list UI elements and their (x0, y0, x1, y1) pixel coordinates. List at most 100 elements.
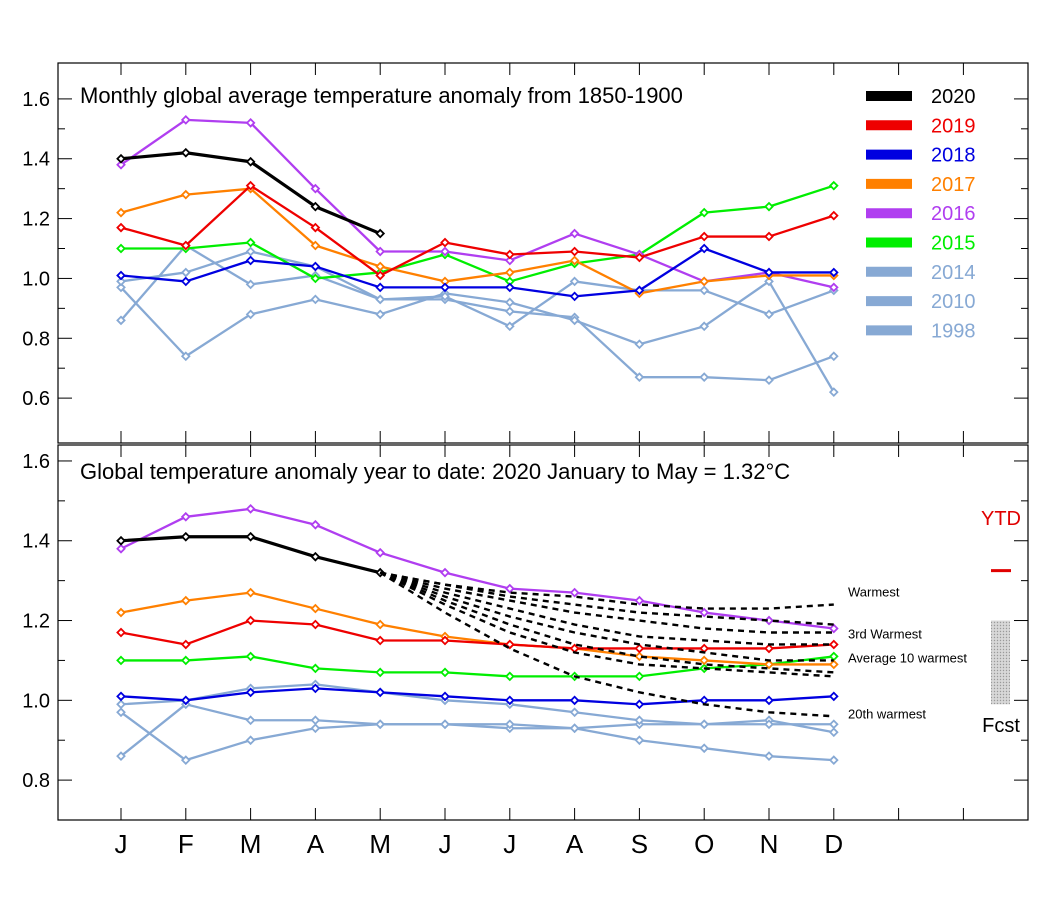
month-label: S (631, 829, 648, 859)
top-panel-frame (57, 62, 1029, 444)
top-series-line-2016 (120, 118, 835, 289)
top-point-2019 (375, 270, 386, 281)
bottom-point-2015 (310, 663, 321, 674)
top-point-2018 (504, 282, 515, 293)
bottom-point-2017 (375, 619, 386, 630)
bottom-point-2015 (180, 655, 191, 666)
projection-line (379, 571, 834, 718)
legend-label-2015: 2015 (931, 233, 976, 255)
bottom-point-2016 (245, 503, 256, 514)
top-point-2018 (634, 285, 645, 296)
bottom-point-2016 (699, 607, 710, 618)
top-point-2018 (699, 243, 710, 254)
bottom-point-2019 (634, 643, 645, 654)
top-point-2014 (180, 267, 191, 278)
month-label: A (566, 829, 584, 859)
legend-label-2019: 2019 (931, 115, 976, 137)
bottom-point-2014 (569, 707, 580, 718)
top-series-line-2010 (120, 280, 835, 393)
month-label: O (694, 829, 714, 859)
top-point-2010 (699, 321, 710, 332)
top-point-2019 (569, 246, 580, 257)
bottom-point-2015 (440, 667, 450, 678)
projection-line (379, 571, 834, 678)
bottom-point-2018 (375, 687, 386, 698)
top-point-2017 (504, 267, 515, 278)
top-point-2014 (440, 291, 450, 302)
bottom-panel-frame (57, 444, 1029, 821)
bottom-point-2017 (764, 659, 774, 670)
bottom-point-2018 (828, 691, 839, 702)
top-point-2019 (180, 240, 191, 251)
top-point-2019 (634, 252, 645, 263)
bottom-series-lines (116, 503, 839, 766)
top-ytick-label: 1.4 (22, 149, 50, 171)
top-point-2015 (699, 207, 710, 218)
top-point-2020 (375, 228, 386, 239)
bottom-point-2010 (310, 723, 321, 734)
projection-label: Warmest (848, 585, 900, 600)
bottom-point-2010 (828, 755, 839, 766)
bottom-point-2017 (310, 603, 321, 614)
top-point-2019 (245, 180, 256, 191)
month-label: A (307, 829, 325, 859)
bottom-point-1998 (828, 727, 839, 738)
top-point-2014 (569, 276, 580, 287)
projection-label: 3rd Warmest (848, 627, 922, 642)
bottom-ytick-label: 1.0 (22, 690, 50, 712)
top-point-2018 (569, 291, 580, 302)
projection-lines: Warmest 3rd Warmest Average 10 warmest 20th… (379, 571, 967, 721)
bottom-series-line-2016 (120, 507, 834, 630)
bottom-point-2016 (116, 543, 126, 554)
top-point-2010 (634, 339, 645, 350)
bottom-point-2015 (375, 667, 386, 678)
top-point-2015 (828, 180, 839, 191)
top-point-2020 (245, 156, 256, 167)
bottom-point-2019 (245, 615, 256, 626)
top-series-line-2015 (121, 184, 835, 283)
top-ytick-label: 1.6 (22, 89, 50, 111)
bottom-point-2010 (245, 735, 256, 746)
bottom-series-line-2010 (120, 711, 834, 762)
top-point-2019 (116, 222, 126, 233)
legend-label-2020: 2020 (931, 86, 976, 108)
top-series-lines (116, 114, 839, 398)
top-point-2017 (116, 207, 126, 218)
top-point-2019 (310, 222, 321, 233)
top-axis-ticks: 0.6 0.8 1.0 1.2 1.4 1.6 (22, 63, 1028, 443)
bottom-point-2018 (116, 691, 126, 702)
top-point-2017 (180, 189, 191, 200)
top-point-2017 (569, 255, 580, 266)
bottom-point-2017 (245, 587, 256, 598)
top-point-2018 (310, 261, 321, 272)
bottom-point-2017 (180, 595, 191, 606)
projection-line (379, 571, 834, 634)
bottom-point-2018 (245, 687, 256, 698)
top-point-2010 (504, 297, 515, 308)
top-point-1998 (764, 375, 774, 386)
legend: 2020 2019 2018 2017 2016 2015 2014 2010 1998 (866, 86, 976, 342)
bottom-axis-ticks: 0.8 1.0 1.2 1.4 1.6 (22, 445, 1028, 820)
bottom-point-2010 (116, 707, 126, 718)
bottom-point-2019 (440, 635, 450, 646)
top-point-2019 (828, 210, 839, 221)
top-series-line-2017 (120, 187, 834, 295)
top-point-2010 (569, 315, 580, 326)
top-point-1998 (699, 372, 710, 383)
top-point-2018 (440, 282, 450, 293)
projection-label: Average 10 warmest (848, 650, 967, 665)
top-point-2016 (504, 255, 515, 266)
bottom-point-2019 (504, 639, 515, 650)
bottom-point-2017 (634, 651, 645, 662)
top-point-1998 (634, 372, 645, 383)
top-point-2010 (310, 294, 321, 305)
top-series-line-2018 (120, 247, 834, 298)
top-point-1998 (828, 351, 839, 362)
bottom-point-2010 (764, 751, 774, 762)
bottom-point-2019 (180, 639, 191, 650)
ytd-label: YTD (981, 508, 1021, 530)
top-ytick-label: 0.6 (22, 388, 50, 410)
bottom-point-2018 (569, 695, 580, 706)
top-point-2018 (375, 282, 386, 293)
